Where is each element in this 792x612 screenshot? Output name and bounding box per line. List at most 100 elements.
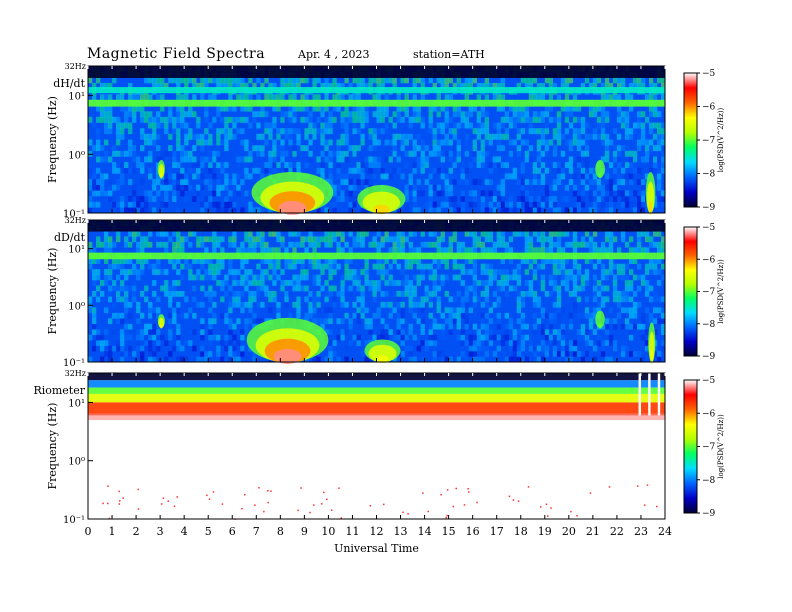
y-axis-label: Frequency (Hz): [46, 403, 59, 490]
sparse-point: [243, 494, 246, 496]
spectrogram-panel-1: 10¹ 10⁰ 10⁻¹ 32Hz dH/dt Frequency (Hz) −9 −8 −7 −…: [46, 62, 725, 220]
sparse-point: [545, 503, 548, 506]
sparse-point: [636, 485, 639, 487]
sparse-point: [102, 502, 104, 505]
colorbar: [683, 226, 698, 357]
x-tick-label: 20: [562, 525, 576, 538]
frequency-band-2: [88, 380, 665, 388]
x-tick-label: 10: [321, 525, 335, 538]
sparse-point: [241, 507, 243, 510]
chart-title: Magnetic Field Spectra: [87, 46, 266, 62]
sparse-point: [206, 494, 208, 497]
x-tick-label: 18: [514, 525, 528, 538]
sparse-point: [176, 496, 178, 498]
x-tick-label: 2: [133, 525, 140, 538]
panel-label: dD/dt: [54, 231, 86, 244]
x-tick-label: 5: [205, 525, 212, 538]
date-label: Apr. 4 , 2023: [298, 48, 370, 61]
sparse-point: [108, 517, 111, 520]
x-tick-label: 7: [253, 525, 260, 538]
wave-event-2: [357, 185, 406, 215]
sparse-point: [160, 503, 163, 505]
sparse-point: [208, 498, 211, 500]
y-tick-label: 10⁰: [68, 301, 85, 312]
x-tick-label: 11: [345, 525, 359, 538]
sparse-point: [122, 497, 124, 499]
colorbar-tick-label: −7: [702, 136, 716, 146]
sparse-point: [422, 492, 424, 494]
y-tick-label: 10⁻¹: [63, 515, 85, 526]
sparse-point: [254, 504, 256, 506]
sparse-point: [212, 491, 215, 493]
x-tick-label: 16: [466, 525, 480, 538]
colorbar-tick-label: −6: [702, 409, 716, 419]
colorbar: [683, 379, 698, 514]
x-tick-label: 9: [301, 525, 308, 538]
sparse-point: [476, 501, 478, 504]
data-gap-1: [638, 373, 641, 416]
x-tick-label: 24: [658, 525, 672, 538]
x-tick-label: 17: [490, 525, 504, 538]
sparse-point: [508, 495, 511, 498]
sparse-point: [119, 500, 121, 502]
colorbar-tick-label: −7: [702, 288, 716, 298]
y-tick-label: 10¹: [68, 398, 85, 409]
sparse-point: [320, 503, 323, 505]
sparse-point: [309, 511, 311, 514]
y-tick-label: 10¹: [68, 245, 85, 256]
sparse-point: [313, 504, 315, 506]
frequency-band-1: [88, 373, 665, 381]
sparse-point: [270, 490, 272, 492]
sparse-point: [137, 488, 139, 491]
sparse-point: [550, 507, 552, 509]
wave-event-3: [157, 314, 165, 329]
sparse-point: [446, 514, 448, 517]
sparse-point: [512, 499, 515, 501]
sparse-point: [297, 509, 299, 512]
sparse-point: [118, 490, 120, 493]
x-tick-label: 3: [157, 525, 164, 538]
x-tick-label: 22: [610, 525, 624, 538]
sparse-point: [137, 508, 140, 510]
wave-event-1: [246, 317, 329, 364]
sparse-point: [118, 503, 121, 505]
colorbar-label: log(PSD(V^2/Hz)): [717, 107, 725, 172]
colorbar-tick-label: −9: [702, 352, 716, 362]
x-tick-label: 14: [418, 525, 432, 538]
frequency-band-4: [88, 393, 665, 403]
y-axis-label: Frequency (Hz): [46, 248, 59, 335]
sparse-point: [517, 500, 520, 502]
sparse-point: [173, 505, 176, 508]
sparse-point: [167, 500, 170, 502]
x-tick-label: 21: [586, 525, 600, 538]
x-tick-label: 12: [370, 525, 384, 538]
wave-event-3: [157, 160, 165, 179]
wave-event-4: [595, 160, 605, 179]
sparse-point: [258, 487, 260, 489]
sparse-point: [338, 487, 340, 489]
colorbar-tick-label: −9: [702, 203, 716, 213]
top-frequency-label: 32Hz: [65, 62, 86, 71]
sparse-point: [445, 516, 448, 519]
sparse-point: [570, 510, 572, 513]
sparse-point: [402, 511, 404, 514]
sparse-point: [468, 491, 470, 493]
colorbar-tick-label: −5: [702, 376, 716, 386]
x-tick-label: 19: [538, 525, 552, 538]
panel-label: dH/dt: [53, 77, 85, 90]
frequency-band-1: [88, 66, 665, 78]
x-tick-label: 8: [277, 525, 284, 538]
sparse-point: [646, 484, 649, 486]
sparse-point: [330, 509, 333, 511]
colorbar-tick-label: −5: [702, 69, 716, 79]
x-tick-label: 1: [109, 525, 116, 538]
wave-event-5: [648, 322, 656, 364]
sparse-point: [446, 489, 449, 491]
sparse-point: [655, 505, 658, 508]
top-frequency-label: 32Hz: [65, 216, 86, 225]
x-tick-label: 0: [85, 525, 92, 538]
colorbar-label: log(PSD(V^2/Hz)): [717, 414, 725, 479]
sparse-point: [221, 503, 224, 505]
y-tick-label: 10⁻¹: [63, 209, 85, 220]
